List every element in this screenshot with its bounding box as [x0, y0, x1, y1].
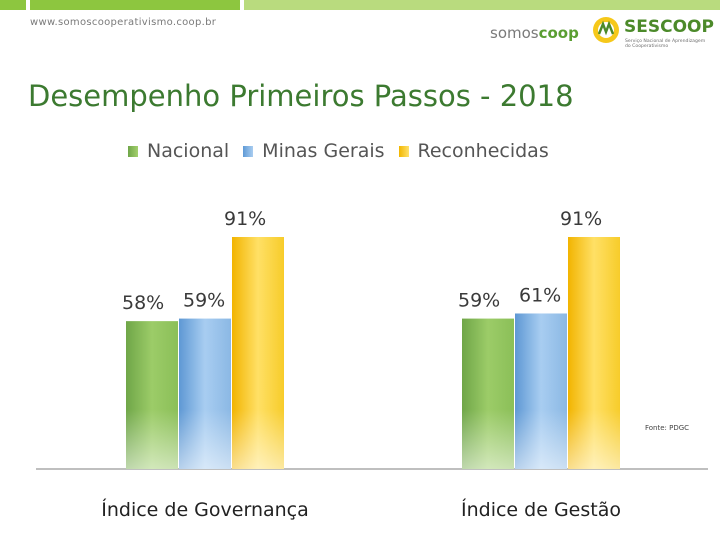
sescoop-logo: SESCOOP Serviço Nacional de Aprendizagem… [590, 14, 714, 54]
source-note: Fonte: PDGC [645, 424, 690, 432]
legend-swatch-nacional [128, 145, 138, 157]
data-label-nacional-1: 58% [122, 292, 164, 314]
sescoop-emblem-icon [593, 17, 619, 43]
website-url: www.somoscooperativismo.coop.br [30, 17, 217, 28]
bar-fade-minas-gerais-1 [179, 409, 231, 469]
bar-fade-nacional-1 [126, 409, 178, 469]
data-label-nacional-2: 59% [458, 290, 500, 312]
legend-label-minas-gerais: Minas Gerais [262, 140, 385, 162]
data-label-minas-gerais-2: 61% [519, 284, 561, 306]
somoscoop-logo-light: somos [490, 24, 539, 42]
bar-fade-reconhecidas-1 [232, 409, 284, 469]
somoscoop-logo: somoscoop [490, 24, 579, 42]
bar-fade-minas-gerais-2 [515, 409, 567, 469]
legend-swatch-reconhecidas [398, 145, 409, 157]
data-label-reconhecidas-1: 91% [224, 208, 266, 230]
bar-fade-reconhecidas-2 [568, 409, 620, 469]
data-label-minas-gerais-1: 59% [183, 290, 225, 312]
category-label-1: Índice de Governança [101, 498, 309, 521]
legend-label-nacional: Nacional [147, 140, 230, 162]
legend-item-nacional: Nacional [128, 140, 229, 162]
category-label-2: Índice de Gestão [461, 498, 621, 521]
somoscoop-logo-bold: coop [538, 24, 579, 42]
chart-legend: Nacional Minas Gerais Reconhecidas [128, 140, 563, 162]
legend-item-minas-gerais: Minas Gerais [243, 140, 385, 162]
legend-swatch-minas-gerais [243, 145, 254, 157]
data-label-reconhecidas-2: 91% [560, 208, 602, 230]
legend-item-reconhecidas: Reconhecidas [398, 140, 549, 162]
sescoop-tagline: Serviço Nacional de Aprendizagem do Coop… [625, 39, 706, 50]
legend-label-reconhecidas: Reconhecidas [417, 140, 549, 162]
page-title: Desempenho Primeiros Passos - 2018 [28, 79, 574, 114]
top-color-band [0, 0, 720, 10]
sescoop-name: SESCOOP [624, 17, 714, 37]
bar-fade-nacional-2 [462, 409, 514, 469]
